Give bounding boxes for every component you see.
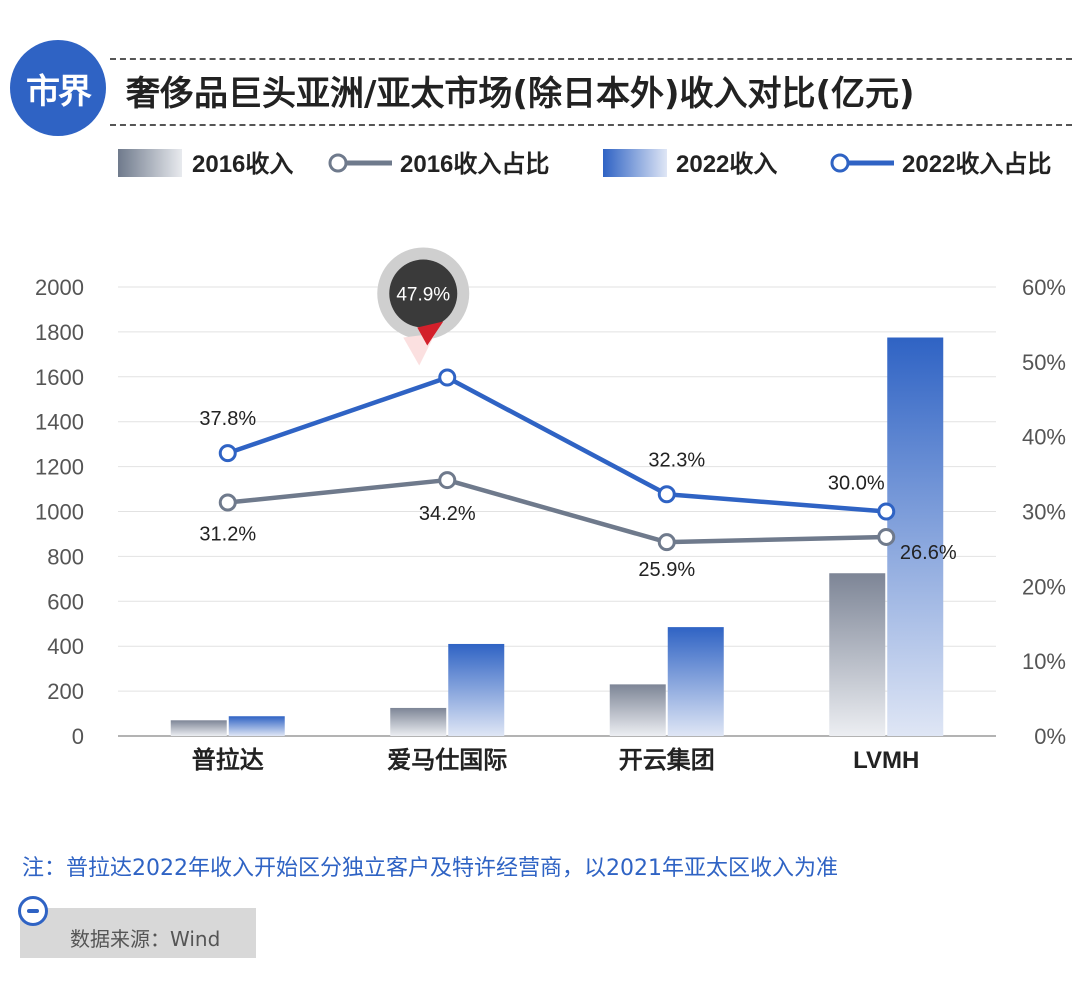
left-tick-label: 800 (47, 544, 84, 569)
footnote: 注：普拉达2022年收入开始区分独立客户及特许经营商，以2021年亚太区收入为准 (22, 856, 838, 881)
bar-2016 (609, 684, 666, 736)
left-tick-label: 1600 (35, 365, 84, 390)
right-tick-label: 0% (1034, 724, 1066, 749)
right-tick-label: 50% (1022, 350, 1066, 375)
bar-2016 (390, 707, 447, 736)
left-tick-label: 1000 (35, 500, 84, 525)
line-2022-label: 37.8% (199, 408, 256, 430)
category-label: 开云集团 (619, 746, 715, 774)
left-tick-label: 1800 (35, 320, 84, 345)
left-tick-label: 0 (72, 724, 84, 749)
bar-2022 (887, 337, 944, 736)
highlight-pointer (417, 321, 444, 346)
line-2016-line (227, 477, 887, 545)
bar-2016 (170, 720, 227, 736)
right-tick-label: 10% (1022, 649, 1066, 674)
line-2022-point (657, 485, 676, 504)
legend-label: 2022收入占比 (902, 151, 1051, 178)
category-label: 爱马仕国际 (387, 746, 507, 774)
right-tick-label: 40% (1022, 425, 1066, 450)
title-top-divider (110, 58, 1072, 60)
left-tick-label: 2000 (35, 275, 84, 300)
line-2016-point (877, 527, 896, 546)
bar-2022 (228, 716, 285, 736)
line-2016-label: 26.6% (900, 542, 957, 564)
legend-label: 2016收入 (192, 151, 293, 178)
page-title: 奢侈品巨头亚洲/亚太市场(除日本外)收入对比(亿元) (126, 74, 915, 114)
line-2022-label: 30.0% (828, 473, 885, 495)
source-icon (18, 896, 48, 926)
line-2016-label: 34.2% (419, 503, 476, 525)
legend-marker-2016 (328, 153, 348, 173)
left-tick-label: 1400 (35, 410, 84, 435)
left-tick-label: 1200 (35, 455, 84, 480)
legend-label: 2016收入占比 (400, 151, 549, 178)
category-label: 普拉达 (192, 746, 264, 774)
title-bottom-divider (110, 124, 1072, 126)
left-tick-label: 600 (47, 589, 84, 614)
line-2022-point (218, 444, 237, 463)
line-2016-point (657, 533, 676, 552)
logo: 市界 (10, 40, 106, 136)
highlight-bubble (389, 259, 458, 328)
line-2016-label: 31.2% (199, 524, 256, 546)
bar-2022 (448, 643, 505, 736)
source-box (20, 908, 256, 958)
legend-swatch-2016 (118, 149, 182, 177)
highlight-label: 47.9% (396, 285, 450, 306)
legend-label: 2022收入 (676, 151, 777, 178)
bar-2022 (667, 627, 724, 736)
line-2016-label: 25.9% (638, 559, 695, 581)
category-label: LVMH (853, 747, 919, 774)
line-2016-point (218, 493, 237, 512)
line-2022-point (877, 502, 896, 521)
line-2016-point (438, 471, 457, 490)
line-2022-label: 32.3% (648, 449, 705, 471)
source-text: 数据来源：Wind (70, 927, 221, 951)
legend-marker-2022 (830, 153, 850, 173)
left-tick-label: 400 (47, 634, 84, 659)
bar-2016 (829, 573, 886, 736)
legend-swatch-2022 (603, 149, 667, 177)
right-tick-label: 60% (1022, 275, 1066, 300)
right-tick-label: 20% (1022, 574, 1066, 599)
right-tick-label: 30% (1022, 500, 1066, 525)
line-2022-line (227, 375, 887, 514)
left-tick-label: 200 (47, 679, 84, 704)
line-2022-point (438, 368, 457, 387)
